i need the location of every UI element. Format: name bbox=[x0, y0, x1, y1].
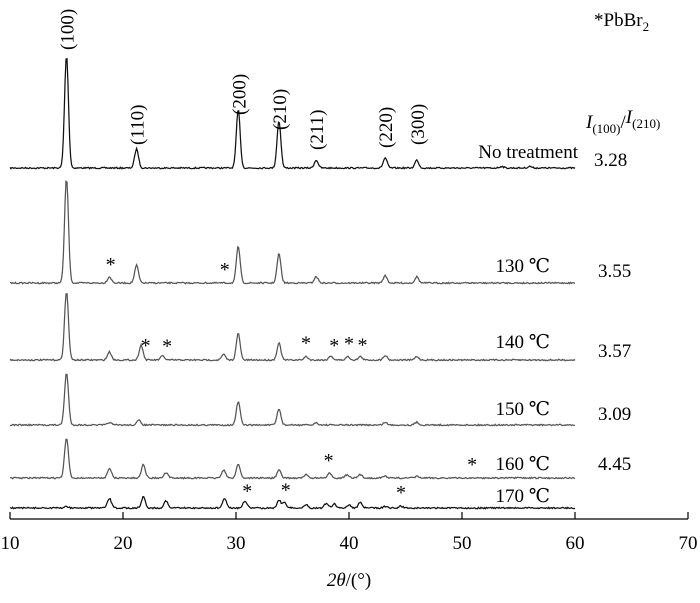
peak-label-100: (100) bbox=[58, 9, 79, 50]
x-tick-label: 60 bbox=[566, 533, 585, 554]
ratio-value-2: 3.57 bbox=[598, 341, 631, 362]
series-label-0: No treatment bbox=[478, 142, 578, 163]
series-label-2: 140 ℃ bbox=[495, 332, 550, 353]
pbbr2-star: * bbox=[329, 335, 339, 357]
trace-3 bbox=[9, 373, 576, 427]
x-axis: 10 20 30 40 50 60 70 2θ/(°) bbox=[1, 512, 698, 591]
x-axis-label: 2θ/(°) bbox=[327, 570, 371, 591]
ratio-header-part: (210) bbox=[632, 116, 660, 131]
pbbr2-star: * bbox=[242, 480, 252, 502]
pbbr2-star: * bbox=[344, 333, 354, 355]
pbbr2-star: * bbox=[467, 454, 477, 476]
pbbr2-star: * bbox=[396, 482, 406, 504]
series-label-5: 170 ℃ bbox=[495, 486, 550, 507]
ratio-value-0: 3.28 bbox=[594, 150, 627, 171]
trace-0 bbox=[9, 57, 576, 170]
ratio-header-part: I bbox=[585, 112, 594, 133]
trace-4 bbox=[9, 438, 576, 480]
ratio-value-3: 3.09 bbox=[598, 404, 631, 425]
series-label-4: 160 ℃ bbox=[495, 454, 550, 475]
ratio-header-part: / bbox=[621, 112, 627, 133]
peak-label-200: (200) bbox=[229, 74, 250, 115]
series-label-1: 130 ℃ bbox=[495, 256, 550, 277]
ratio-header: I(100)/I(210) bbox=[585, 107, 660, 136]
peak-label-220: (220) bbox=[376, 107, 397, 148]
trace-2 bbox=[9, 292, 576, 362]
x-axis-label-unit: /(°) bbox=[346, 570, 372, 591]
x-tick-label: 50 bbox=[453, 533, 472, 554]
x-tick-label: 70 bbox=[679, 533, 698, 554]
x-axis-label-var: 2θ bbox=[327, 570, 346, 591]
ratio-value-1: 3.55 bbox=[598, 261, 631, 282]
annotations: (100) (110) (200) (210) (211) (220) (300) *PbBr… bbox=[58, 9, 661, 150]
ratio-header-part: (100) bbox=[592, 121, 620, 136]
pbbr2-star: * bbox=[220, 259, 230, 281]
pbbr2-star: * bbox=[162, 336, 172, 358]
ratio-value-4: 4.45 bbox=[598, 454, 631, 475]
peak-label-110: (110) bbox=[128, 105, 149, 145]
pbbr2-star: * bbox=[358, 334, 368, 356]
x-tick-label: 10 bbox=[1, 533, 20, 554]
pbbr2-star: * bbox=[141, 335, 151, 357]
pbbr2-star: * bbox=[324, 450, 334, 472]
peak-label-210: (210) bbox=[270, 89, 291, 130]
pbbr2-star: * bbox=[281, 479, 291, 501]
trace-1 bbox=[9, 179, 575, 285]
pbbr2-legend: *PbBr2 bbox=[594, 10, 649, 34]
pbbr2-legend-sub: 2 bbox=[643, 19, 650, 34]
x-tick-label: 20 bbox=[114, 533, 133, 554]
ratio-header-part: I bbox=[625, 107, 634, 128]
pbbr2-star: * bbox=[301, 333, 311, 355]
x-tick-label: 40 bbox=[340, 533, 359, 554]
trace-5 bbox=[9, 495, 576, 510]
peak-label-211: (211) bbox=[307, 110, 328, 150]
series-label-3: 150 ℃ bbox=[495, 399, 550, 420]
pbbr2-star: * bbox=[106, 254, 116, 276]
peak-label-300: (300) bbox=[408, 104, 429, 145]
x-tick-label: 30 bbox=[227, 533, 246, 554]
pbbr2-legend-text: *PbBr bbox=[594, 10, 643, 31]
